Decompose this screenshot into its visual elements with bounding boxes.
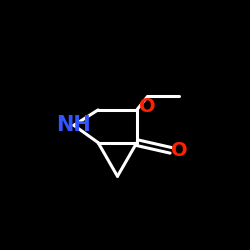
Text: O: O xyxy=(171,141,188,160)
Text: O: O xyxy=(139,98,156,116)
Text: NH: NH xyxy=(56,115,91,135)
